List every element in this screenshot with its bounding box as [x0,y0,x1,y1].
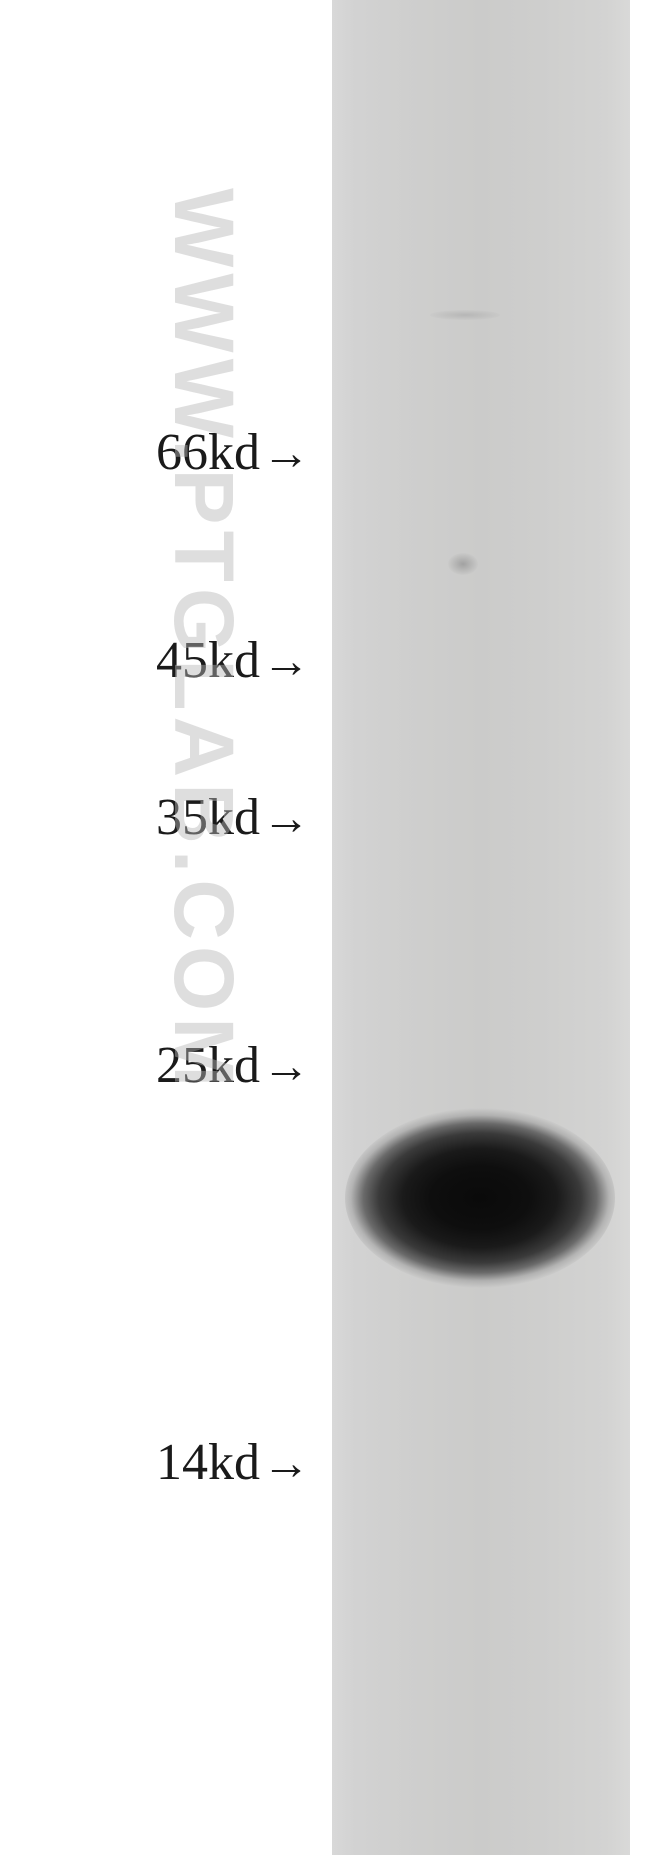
arrow-icon: → [262,634,310,689]
marker-text: 14kd [156,1434,260,1491]
arrow-icon: → [262,791,310,846]
faint-spot-2 [430,310,500,320]
protein-band [345,1108,615,1288]
marker-text: 25kd [156,1037,260,1094]
arrow-icon: → [262,426,310,481]
marker-66kd: 66kd→ [156,423,310,482]
marker-text: 45kd [156,632,260,689]
gel-lane [332,0,630,1855]
marker-25kd: 25kd→ [156,1036,310,1095]
marker-14kd: 14kd→ [156,1433,310,1492]
marker-35kd: 35kd→ [156,788,310,847]
arrow-icon: → [262,1039,310,1094]
blot-image: 66kd→ 45kd→ 35kd→ 25kd→ 14kd→ WWW.PTGLAB… [0,0,650,1855]
marker-45kd: 45kd→ [156,631,310,690]
faint-spot-1 [448,553,478,575]
marker-text: 66kd [156,424,260,481]
marker-text: 35kd [156,789,260,846]
arrow-icon: → [262,1436,310,1491]
